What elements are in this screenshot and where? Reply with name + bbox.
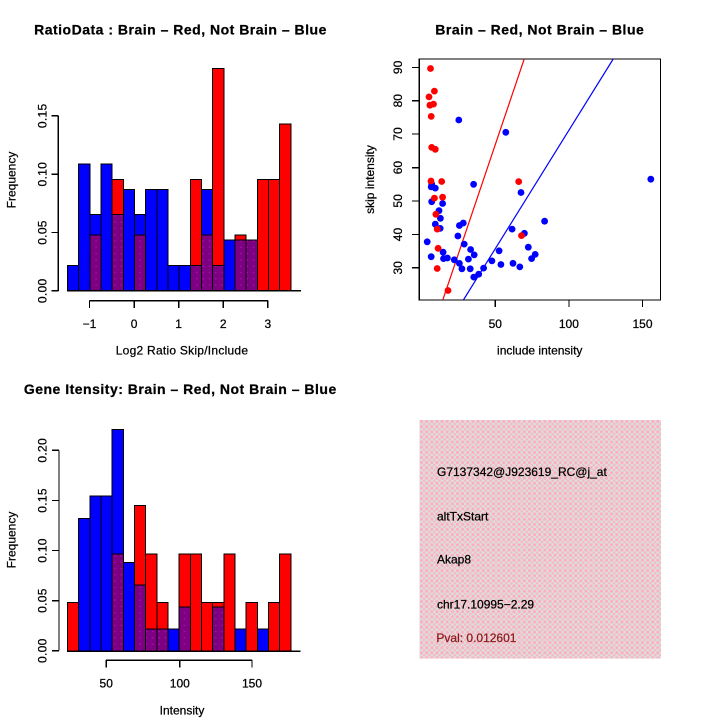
- svg-text:chr17.10995−2.29: chr17.10995−2.29: [437, 598, 534, 612]
- svg-text:1: 1: [175, 317, 182, 331]
- svg-text:2: 2: [220, 317, 227, 331]
- svg-text:0.15: 0.15: [35, 103, 49, 128]
- svg-text:Gene Itensity: Brain – Red, No: Gene Itensity: Brain – Red, Not Brain – …: [24, 381, 337, 397]
- svg-text:40: 40: [391, 228, 405, 242]
- svg-text:100: 100: [170, 677, 190, 691]
- svg-text:0.20: 0.20: [35, 438, 49, 463]
- svg-text:0: 0: [131, 317, 138, 331]
- svg-text:0.15: 0.15: [35, 488, 49, 513]
- svg-text:90: 90: [391, 60, 405, 74]
- svg-text:50: 50: [100, 677, 114, 691]
- svg-text:150: 150: [242, 677, 262, 691]
- svg-text:100: 100: [559, 317, 579, 331]
- svg-text:Frequency: Frequency: [4, 152, 18, 209]
- svg-text:50: 50: [391, 194, 405, 208]
- svg-text:150: 150: [632, 317, 652, 331]
- svg-text:RatioData : Brain – Red, Not B: RatioData : Brain – Red, Not Brain – Blu…: [34, 21, 327, 37]
- svg-text:30: 30: [391, 261, 405, 275]
- svg-text:0.00: 0.00: [35, 638, 49, 663]
- svg-text:70: 70: [391, 127, 405, 141]
- svg-text:Log2 Ratio Skip/Include: Log2 Ratio Skip/Include: [116, 344, 249, 358]
- svg-text:Brain – Red, Not Brain – Blue: Brain – Red, Not Brain – Blue: [435, 21, 644, 37]
- svg-text:altTxStart: altTxStart: [437, 510, 489, 524]
- svg-text:−1: −1: [83, 317, 97, 331]
- svg-text:0.05: 0.05: [35, 220, 49, 245]
- svg-text:Akap8: Akap8: [437, 553, 471, 567]
- svg-text:3: 3: [264, 317, 271, 331]
- svg-text:0.00: 0.00: [35, 278, 49, 303]
- svg-text:50: 50: [489, 317, 503, 331]
- svg-text:G7137342@J923619_RC@j_at: G7137342@J923619_RC@j_at: [437, 465, 607, 479]
- svg-text:Frequency: Frequency: [4, 512, 18, 569]
- svg-text:0.10: 0.10: [35, 162, 49, 187]
- svg-text:Pval: 0.012601: Pval: 0.012601: [436, 631, 516, 645]
- svg-text:Intensity: Intensity: [160, 704, 205, 718]
- svg-text:80: 80: [391, 94, 405, 108]
- svg-text:0.05: 0.05: [35, 588, 49, 613]
- svg-text:0.10: 0.10: [35, 538, 49, 563]
- svg-text:include intensity: include intensity: [497, 344, 582, 358]
- svg-text:skip intensity: skip intensity: [363, 145, 377, 214]
- svg-text:60: 60: [391, 161, 405, 175]
